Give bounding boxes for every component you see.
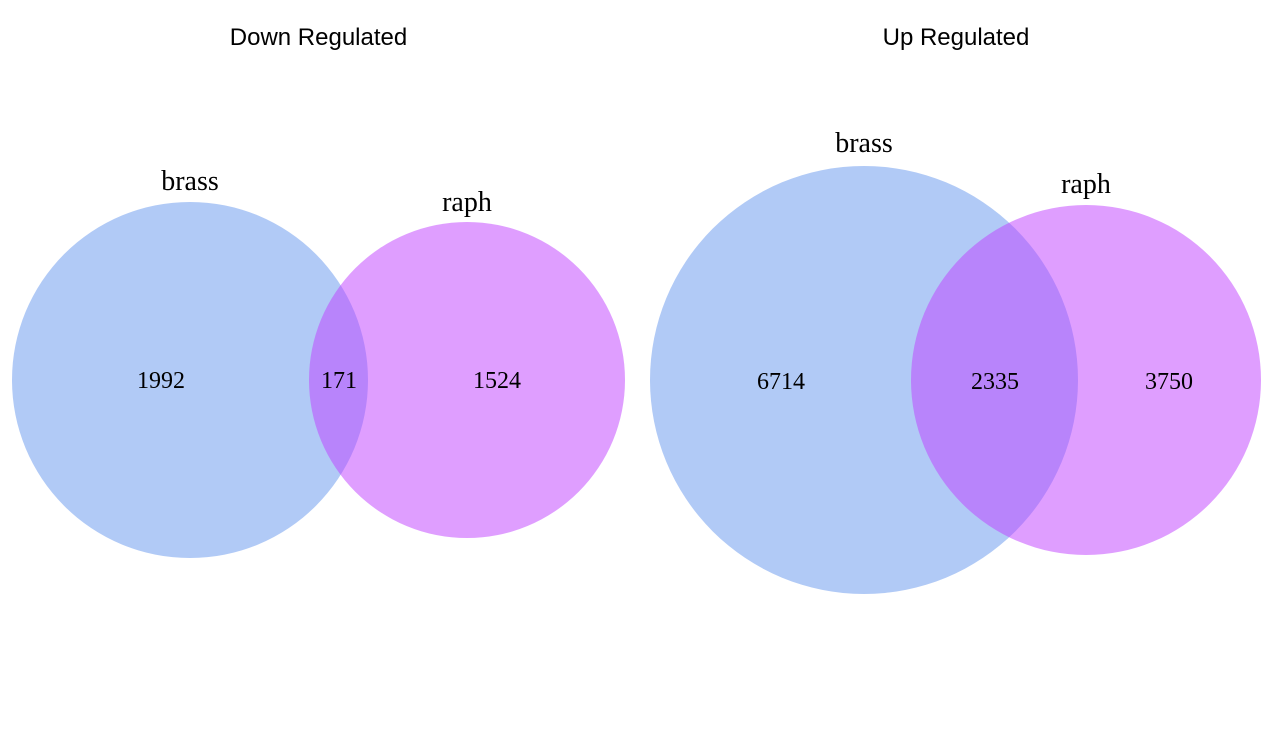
set-a-circle [12, 202, 368, 558]
venn-panel-up-regulated: Up Regulated brass raph 6714 2335 3750 [637, 0, 1275, 750]
diagram-title: Down Regulated [229, 24, 408, 51]
overlap-count: 171 [321, 368, 357, 394]
venn-diagram-up: brass raph 6714 2335 3750 [650, 128, 1261, 594]
set-b-circle [911, 205, 1261, 555]
venn-panel-down-regulated: Down Regulated brass raph 1992 171 1524 [0, 0, 637, 750]
venn-diagram-down: brass raph 1992 171 1524 [12, 166, 625, 558]
set-a-only-count: 6714 [757, 369, 805, 395]
set-b-circle [309, 222, 625, 538]
set-b-only-count: 3750 [1145, 369, 1193, 395]
overlap-count: 2335 [971, 369, 1019, 395]
set-b-name: raph [442, 187, 492, 218]
set-b-only-count: 1524 [473, 368, 521, 394]
set-a-name: brass [161, 166, 219, 197]
set-a-name: brass [835, 128, 893, 159]
diagram-title: Up Regulated [882, 24, 1030, 51]
set-b-name: raph [1061, 169, 1111, 200]
set-a-only-count: 1992 [137, 368, 185, 394]
